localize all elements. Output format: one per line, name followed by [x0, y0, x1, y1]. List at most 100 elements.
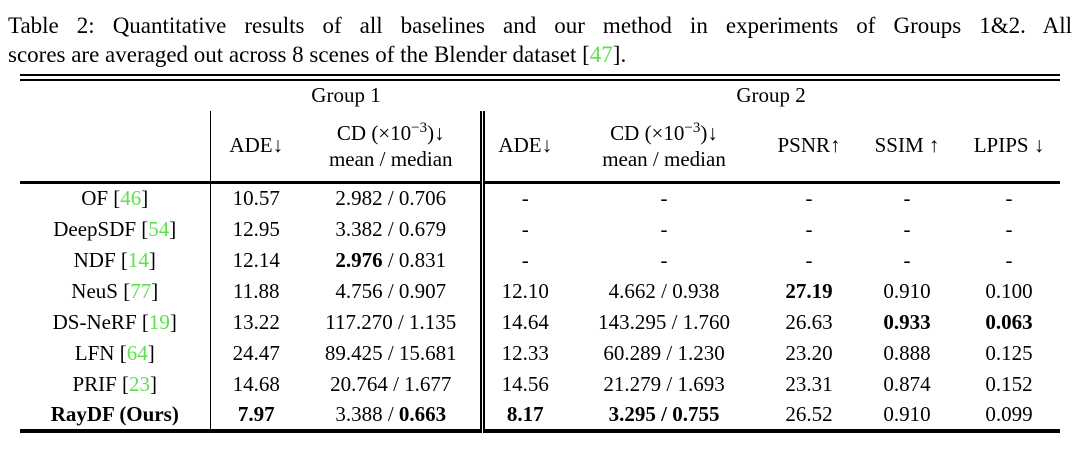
- caption-text-2: scores are averaged out across 8 scenes …: [8, 42, 590, 67]
- citation-ref[interactable]: 23: [129, 371, 151, 396]
- value-cell: 24.47: [209, 337, 302, 369]
- exponent: −3: [411, 119, 428, 136]
- value-cell: 27.19: [785, 278, 833, 303]
- group2-header: Group 2: [736, 83, 806, 108]
- method-label: DeepSDF: [53, 216, 137, 241]
- value-cell: 11.88: [209, 275, 302, 307]
- cd-g1-line1: CD (×10−3)↓: [336, 119, 445, 145]
- value-cell: 12.14: [209, 244, 302, 276]
- value-cell: 0.874: [883, 371, 931, 396]
- method-cell: RayDF (Ours): [20, 400, 210, 431]
- col-header-ade-g1: ADE↓: [209, 110, 302, 184]
- value-cell: 21.279 / 1.693: [603, 371, 725, 396]
- value-cell: 117.270 / 1.135: [325, 309, 457, 334]
- table-row: OF [46] 10.57 2.982 / 0.706 - - - - -: [20, 182, 1060, 214]
- caption-text-3: ].: [612, 42, 627, 67]
- method-label: RayDF (Ours): [50, 401, 179, 426]
- method-label: NeuS: [71, 278, 118, 303]
- value-cell: 20.764 / 1.677: [330, 371, 452, 396]
- group-header-row: Group 1 Group 2: [20, 78, 1060, 111]
- value-cell: -: [660, 216, 668, 241]
- value-cell: 0.099: [985, 401, 1033, 426]
- value-cell: 60.289 / 1.230: [603, 340, 725, 365]
- table-row: RayDF (Ours) 7.97 3.388 / 0.663 8.17 3.295 /…: [20, 399, 1060, 431]
- value-cell: 0.910: [883, 278, 931, 303]
- value-cell: -: [479, 213, 567, 245]
- value-cell: 23.20: [785, 340, 833, 365]
- col-header-psnr: PSNR↑: [762, 110, 857, 184]
- value-cell: -: [479, 244, 567, 276]
- value-cell: 2.976 / 0.831: [335, 247, 447, 272]
- cd-g1-line2: mean / median: [328, 146, 453, 171]
- value-cell: 12.10: [479, 275, 567, 307]
- value-cell: 0.125: [985, 340, 1033, 365]
- citation-ref[interactable]: 77: [130, 278, 152, 303]
- column-header-row: ADE↓ CD (×10−3)↓ mean / median ADE↓ CD (…: [20, 110, 1061, 184]
- method-label: OF: [81, 186, 109, 211]
- caption-line-1: Table 2: Quantitative results of all bas…: [8, 11, 1072, 40]
- col-header-ade-g2: ADE↓: [479, 110, 567, 184]
- value-cell: 0.888: [883, 340, 931, 365]
- value-cell: 0.910: [883, 401, 931, 426]
- value-cell: -: [660, 186, 668, 211]
- col-header-cd-g2: CD (×10−3)↓ mean / median: [566, 110, 763, 184]
- value-cell: -: [1005, 216, 1013, 241]
- method-cell: NeuS [77]: [71, 278, 159, 303]
- table-row: DS-NeRF [19] 13.22 117.270 / 1.135 14.64 143…: [20, 306, 1060, 338]
- method-label: DS-NeRF: [52, 309, 137, 334]
- col-header-ssim: SSIM ↑: [856, 110, 959, 184]
- table-row: PRIF [23] 14.68 20.764 / 1.677 14.56 21.279 …: [20, 368, 1060, 400]
- value-cell: 0.100: [985, 278, 1033, 303]
- method-cell: OF [46]: [81, 186, 149, 211]
- value-cell: 7.97: [209, 399, 302, 431]
- citation-ref[interactable]: 14: [127, 247, 149, 272]
- value-cell: 143.295 / 1.760: [598, 309, 730, 334]
- results-table: Group 1 Group 2 ADE↓ CD (×10−3)↓ mean / …: [20, 74, 1061, 433]
- col-header-lpips: LPIPS ↓: [958, 110, 1061, 184]
- value-cell: 3.388 / 0.663: [335, 401, 447, 426]
- citation-ref[interactable]: 46: [120, 186, 142, 211]
- citation-ref[interactable]: 64: [126, 340, 148, 365]
- value-cell: 14.56: [479, 368, 567, 400]
- value-cell: 12.33: [479, 337, 567, 369]
- value-cell: -: [903, 247, 911, 272]
- cd-g2-line2: mean / median: [602, 146, 726, 171]
- citation-ref[interactable]: 47: [589, 42, 613, 67]
- table-row: NDF [14] 12.14 2.976 / 0.831 - - - - -: [20, 244, 1060, 276]
- table-caption: Table 2: Quantitative results of all bas…: [8, 11, 1072, 69]
- value-cell: 12.95: [209, 213, 302, 245]
- table-body: OF [46] 10.57 2.982 / 0.706- - - - - DeepSDF [5…: [20, 182, 1060, 431]
- method-column-header: [20, 110, 210, 184]
- value-cell: -: [805, 216, 813, 241]
- value-cell: -: [805, 186, 813, 211]
- value-cell: 3.295 / 0.755: [608, 401, 720, 426]
- table-row: DeepSDF [54] 12.95 3.382 / 0.679 - - - - -: [20, 213, 1060, 245]
- value-cell: 0.063: [985, 309, 1033, 334]
- method-cell: PRIF [23]: [72, 371, 158, 396]
- value-cell: -: [479, 182, 567, 214]
- value-cell: 4.662 / 0.938: [608, 278, 720, 303]
- value-cell: 13.22: [209, 306, 302, 338]
- value-cell: 23.31: [785, 371, 833, 396]
- value-cell: -: [1005, 186, 1013, 211]
- citation-ref[interactable]: 19: [148, 309, 170, 334]
- method-label: PRIF: [72, 371, 117, 396]
- cd-g2-line1: CD (×10−3)↓: [610, 119, 718, 145]
- method-cell: NDF [14]: [73, 247, 156, 272]
- citation-ref[interactable]: 54: [148, 216, 170, 241]
- table-row: NeuS [77] 11.88 4.756 / 0.907 12.10 4.662 / …: [20, 275, 1060, 307]
- value-cell: -: [660, 247, 668, 272]
- empty-corner-cell: [20, 78, 210, 111]
- caption-line-2: scores are averaged out across 8 scenes …: [8, 40, 1072, 69]
- method-cell: LFN [64]: [74, 340, 155, 365]
- value-cell: 14.64: [479, 306, 567, 338]
- method-cell: DS-NeRF [19]: [52, 309, 177, 334]
- value-cell: 0.933: [883, 309, 931, 334]
- value-cell: 8.17: [479, 399, 567, 431]
- table-row: LFN [64] 24.47 89.425 / 15.681 12.33 60.289 …: [20, 337, 1060, 369]
- method-label: NDF: [73, 247, 116, 272]
- value-cell: -: [903, 186, 911, 211]
- value-cell: 0.152: [985, 371, 1033, 396]
- value-cell: 4.756 / 0.907: [335, 278, 447, 303]
- method-label: LFN: [74, 340, 115, 365]
